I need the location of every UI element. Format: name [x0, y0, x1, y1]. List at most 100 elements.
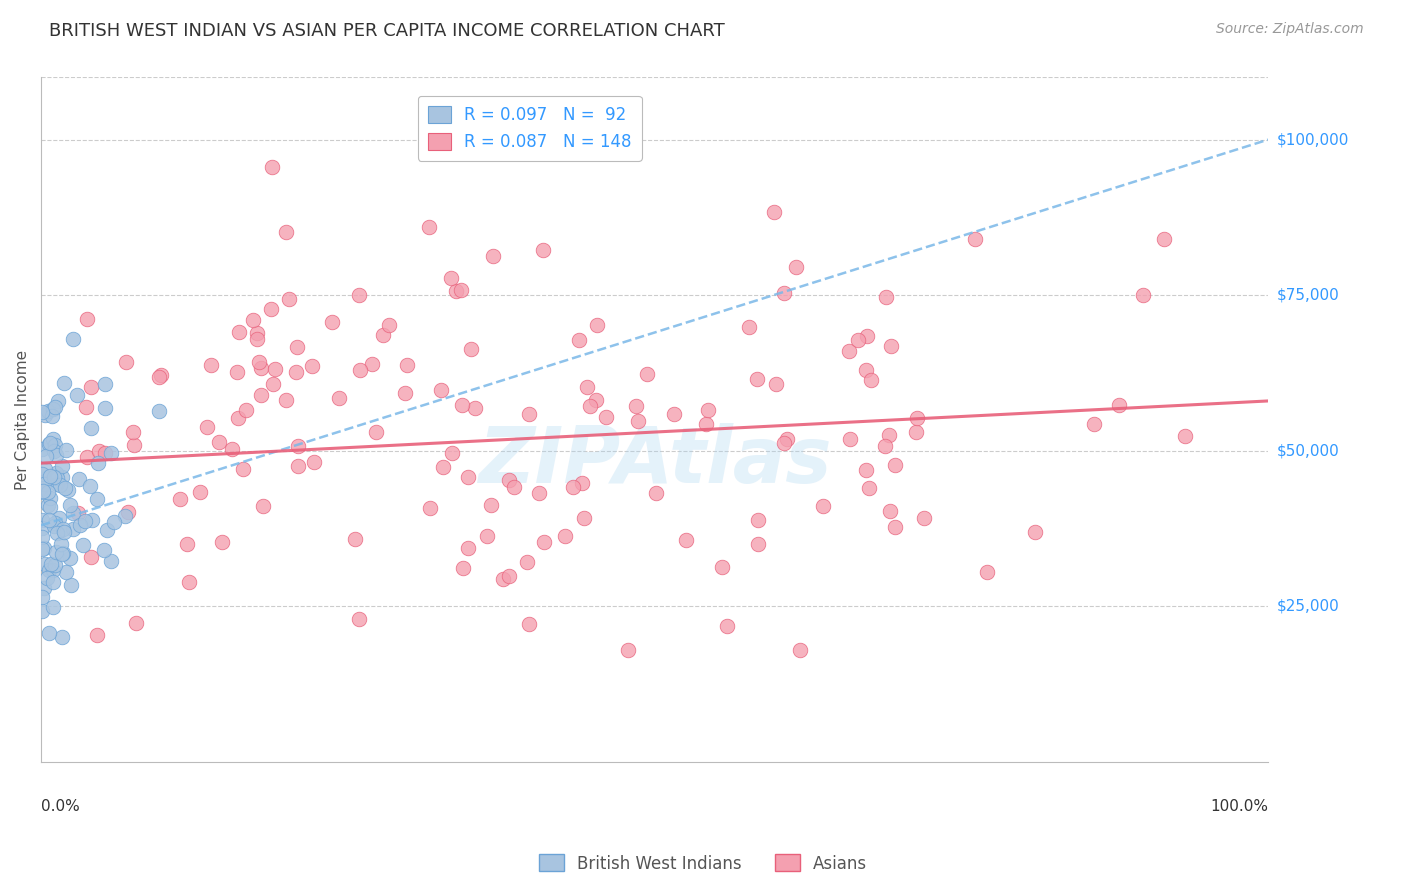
Point: [79, 479, 101, 493]
Point: [89, 444, 111, 458]
Point: [80, 380, 103, 394]
Point: [246, 331, 269, 345]
Point: [38, 436, 60, 450]
Point: [44, 558, 66, 572]
Text: $50,000: $50,000: [1277, 443, 1339, 458]
Point: [747, 537, 769, 551]
Point: [73, 514, 96, 528]
Point: [1153, 232, 1175, 246]
Point: [912, 511, 935, 525]
Point: [773, 285, 796, 300]
Point: [1083, 417, 1105, 431]
Point: [1174, 429, 1197, 443]
Point: [285, 341, 308, 355]
Point: [328, 391, 350, 405]
Point: [675, 533, 697, 548]
Point: [38, 625, 60, 640]
Point: [44, 470, 66, 484]
Point: [55, 443, 77, 458]
Point: [858, 482, 880, 496]
Point: [457, 541, 479, 555]
Text: BRITISH WEST INDIAN VS ASIAN PER CAPITA INCOME CORRELATION CHART: BRITISH WEST INDIAN VS ASIAN PER CAPITA …: [49, 22, 725, 40]
Point: [287, 458, 309, 473]
Point: [529, 486, 551, 500]
Point: [247, 355, 270, 369]
Point: [52, 524, 75, 539]
Point: [371, 327, 394, 342]
Text: $25,000: $25,000: [1277, 599, 1339, 614]
Point: [1132, 288, 1154, 302]
Point: [41, 558, 63, 572]
Point: [839, 433, 862, 447]
Point: [38, 468, 60, 483]
Point: [37, 484, 59, 499]
Point: [464, 401, 486, 415]
Point: [304, 455, 326, 469]
Point: [481, 249, 503, 263]
Point: [879, 339, 901, 353]
Point: [125, 616, 148, 631]
Point: [444, 284, 467, 298]
Point: [169, 492, 191, 507]
Point: [80, 421, 103, 435]
Point: [82, 513, 104, 527]
Point: [80, 549, 103, 564]
Point: [34, 408, 56, 422]
Text: 100.0%: 100.0%: [1211, 799, 1268, 814]
Point: [41, 409, 63, 424]
Point: [38, 437, 60, 451]
Point: [479, 498, 502, 512]
Text: 0.0%: 0.0%: [41, 799, 80, 814]
Point: [440, 446, 463, 460]
Point: [595, 410, 617, 425]
Point: [813, 499, 835, 513]
Point: [34, 582, 56, 596]
Point: [516, 555, 538, 569]
Point: [419, 501, 441, 516]
Point: [517, 616, 540, 631]
Point: [242, 313, 264, 327]
Point: [855, 363, 877, 377]
Point: [884, 458, 907, 472]
Point: [228, 325, 250, 339]
Point: [52, 376, 75, 391]
Point: [44, 518, 66, 533]
Point: [42, 444, 65, 458]
Point: [45, 448, 67, 462]
Point: [838, 343, 860, 358]
Point: [211, 535, 233, 549]
Point: [738, 319, 761, 334]
Point: [235, 402, 257, 417]
Point: [62, 506, 84, 520]
Point: [262, 376, 284, 391]
Point: [31, 521, 53, 535]
Point: [457, 469, 479, 483]
Point: [35, 571, 58, 585]
Point: [122, 425, 145, 439]
Point: [72, 538, 94, 552]
Point: [51, 459, 73, 474]
Point: [32, 484, 55, 499]
Point: [450, 283, 472, 297]
Point: [645, 486, 668, 500]
Point: [75, 400, 97, 414]
Point: [624, 399, 647, 413]
Point: [37, 498, 59, 512]
Point: [226, 365, 249, 379]
Point: [763, 205, 786, 219]
Point: [568, 333, 591, 347]
Point: [55, 566, 77, 580]
Point: [875, 439, 897, 453]
Point: [1108, 398, 1130, 412]
Point: [66, 388, 89, 402]
Point: [148, 369, 170, 384]
Point: [93, 543, 115, 558]
Point: [252, 500, 274, 514]
Point: [67, 472, 90, 486]
Point: [45, 545, 67, 559]
Text: Source: ZipAtlas.com: Source: ZipAtlas.com: [1216, 22, 1364, 37]
Point: [451, 398, 474, 412]
Point: [31, 604, 53, 618]
Legend: British West Indians, Asians: British West Indians, Asians: [531, 847, 875, 880]
Point: [475, 528, 498, 542]
